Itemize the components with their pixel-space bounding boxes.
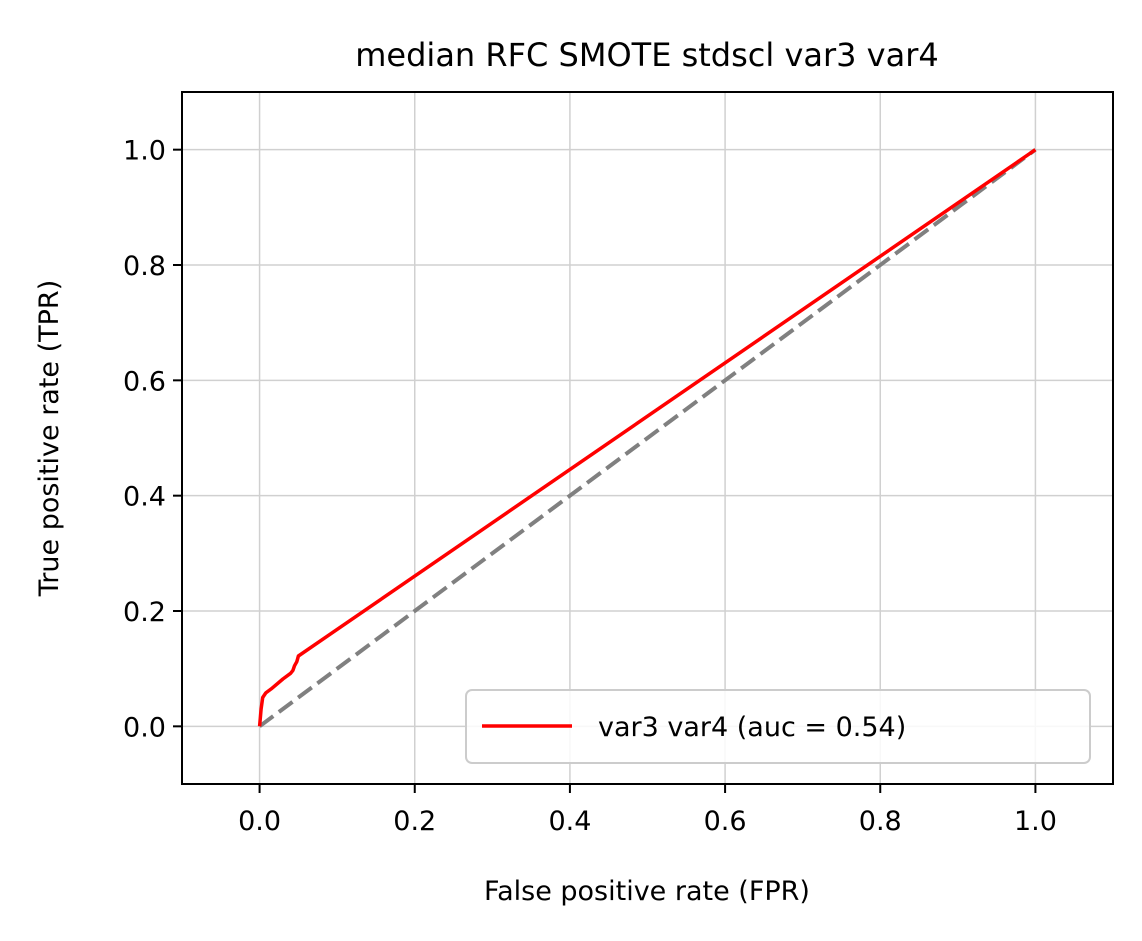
x-tick-label: 1.0 xyxy=(1014,806,1057,837)
chart-title: median RFC SMOTE stdscl var3 var4 xyxy=(355,36,938,74)
x-tick-label: 0.2 xyxy=(393,806,436,837)
series-lines xyxy=(257,148,1037,728)
y-tick-label: 0.2 xyxy=(123,597,166,628)
chance-diagonal-line xyxy=(258,148,1037,728)
y-axis-label: True positive rate (TPR) xyxy=(34,280,65,597)
legend: var3 var4 (auc = 0.54) xyxy=(465,689,1091,764)
y-tick-label: 0.0 xyxy=(123,712,166,743)
x-tick-label: 0.4 xyxy=(548,806,591,837)
legend-box xyxy=(465,689,1091,764)
y-tick-label: 1.0 xyxy=(123,136,166,167)
roc-curve-line xyxy=(257,148,1037,727)
axis-ticks: 0.0 0.2 0.4 0.6 0.8 1.0 0.0 0.2 0.4 0.6 0.8 1.0 xyxy=(123,136,1057,837)
x-axis-label: False positive rate (FPR) xyxy=(484,876,810,907)
x-tick-label: 0.0 xyxy=(238,806,281,837)
grid-lines xyxy=(182,92,1113,784)
legend-label-roc: var3 var4 (auc = 0.54) xyxy=(598,712,906,743)
y-tick-label: 0.6 xyxy=(123,366,166,397)
x-tick-label: 0.8 xyxy=(859,806,902,837)
x-tick-label: 0.6 xyxy=(704,806,747,837)
y-tick-label: 0.4 xyxy=(123,482,166,513)
plot-area-frame xyxy=(181,91,1114,785)
y-tick-label: 0.8 xyxy=(123,251,166,282)
